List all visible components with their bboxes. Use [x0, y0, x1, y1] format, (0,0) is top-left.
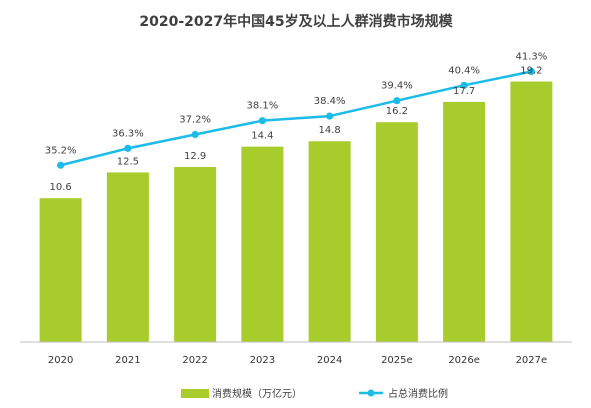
- x-tick-2025e: 2025e: [381, 355, 413, 366]
- share-point-2025e: [393, 97, 401, 105]
- bar-value-label-2027e: 19.2: [520, 66, 542, 77]
- share-point-2024: [326, 112, 334, 120]
- share-point-2020: [57, 161, 65, 169]
- chart-title: 2020-2027年中国45岁及以上人群消费市场规模: [139, 13, 453, 30]
- share-point-2022: [191, 130, 199, 139]
- bar-2025e: [375, 122, 418, 343]
- bar-2021: [106, 172, 149, 342]
- x-tick-labels: 2020 2021 2022 2023 2024 2025e 2026e 2027e: [48, 355, 547, 366]
- bar-value-label-2026e: 17.7: [453, 86, 475, 97]
- share-value-label-2022: 37.2%: [179, 115, 211, 126]
- share-point-2026e: [460, 81, 468, 89]
- share-line: [60, 70, 532, 167]
- x-tick-2022: 2022: [182, 355, 207, 366]
- x-tick-2024: 2024: [317, 355, 342, 366]
- bar-2020: [39, 198, 82, 342]
- share-value-label-2027e: 41.3%: [515, 51, 547, 62]
- bar-2026e: [443, 101, 486, 342]
- bar-value-label-2025e: 16.2: [386, 106, 408, 117]
- bar-value-label-2024: 14.8: [318, 125, 340, 136]
- share-value-label-2023: 38.1%: [246, 101, 278, 112]
- legend-line-label: 占总消费比例: [388, 387, 448, 400]
- share-point-2021: [124, 144, 132, 152]
- legend-bar-label: 消费规模（万亿元）: [212, 387, 302, 400]
- share-value-label-2024: 38.4%: [314, 96, 346, 107]
- bar-value-label-2023: 14.4: [251, 131, 273, 142]
- share-value-label-2026e: 40.4%: [448, 65, 480, 76]
- x-tick-2021: 2021: [115, 355, 140, 366]
- x-tick-2027e: 2027e: [516, 355, 548, 366]
- bar-value-label-2022: 12.9: [184, 151, 206, 162]
- bar-2023: [241, 146, 284, 342]
- share-value-label-2021: 36.3%: [112, 128, 144, 139]
- bar-2022: [174, 167, 217, 342]
- legend-bar-swatch: [181, 389, 209, 398]
- x-tick-2023: 2023: [250, 355, 275, 366]
- bars-layer: [39, 81, 553, 343]
- bar-value-label-2020: 10.6: [49, 182, 71, 193]
- share-point-2027e: [527, 67, 535, 76]
- x-tick-2026e: 2026e: [448, 355, 480, 366]
- bar-2027e: [510, 81, 553, 343]
- share-point-2023: [258, 117, 266, 125]
- bar-value-label-2021: 12.5: [117, 156, 139, 167]
- bar-2024: [308, 141, 351, 342]
- legend: 消费规模（万亿元） 占总消费比例: [181, 387, 448, 400]
- share-value-label-2020: 35.2%: [45, 145, 77, 156]
- x-tick-2020: 2020: [48, 355, 73, 366]
- line-layer: [57, 67, 535, 169]
- share-value-label-2025e: 39.4%: [381, 81, 413, 92]
- labels-layer: 10.6 12.5 12.9 14.4 14.8 16.2 17.7 19.2 35.2% 36.…: [45, 51, 548, 193]
- legend-line-marker: [367, 389, 375, 397]
